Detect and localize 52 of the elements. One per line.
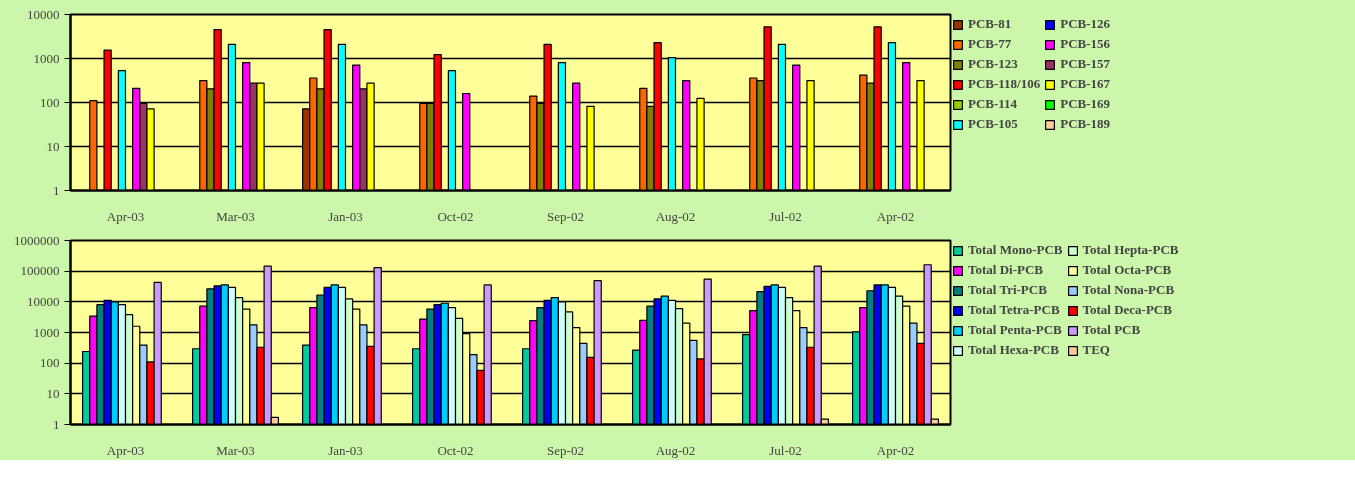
legend-label: PCB-156 bbox=[1060, 36, 1111, 52]
legend-label: PCB-81 bbox=[968, 16, 1012, 32]
x-tick-label: Oct-02 bbox=[437, 208, 474, 224]
y-tick-label: 1 bbox=[53, 182, 60, 198]
y-tick-label: 1000000 bbox=[14, 232, 60, 248]
legend-label: PCB-123 bbox=[968, 56, 1018, 72]
legend-label: PCB-167 bbox=[1060, 76, 1111, 92]
x-tick-label: Sep-02 bbox=[547, 442, 584, 458]
legend-label: PCB-126 bbox=[1060, 16, 1111, 32]
legend-label: Total PCB bbox=[1082, 322, 1141, 338]
legend-label: Total Hepta-PCB bbox=[1082, 242, 1179, 258]
legend-label: Total Hexa-PCB bbox=[968, 342, 1059, 358]
x-tick-label: Jan-03 bbox=[328, 442, 363, 458]
legend-label: PCB-77 bbox=[968, 36, 1012, 52]
x-tick-label: Aug-02 bbox=[655, 442, 696, 458]
x-tick-label: Apr-02 bbox=[876, 208, 915, 224]
x-tick-label: Apr-03 bbox=[106, 442, 145, 458]
legend-label: PCB-157 bbox=[1060, 56, 1111, 72]
y-tick-label: 10 bbox=[46, 385, 60, 401]
legend-label: Total Di-PCB bbox=[968, 262, 1043, 278]
legend-label: Total Mono-PCB bbox=[968, 242, 1063, 258]
x-tick-label: Jan-03 bbox=[328, 208, 363, 224]
legend-label: Total Octa-PCB bbox=[1082, 262, 1172, 278]
legend-label: Total Nona-PCB bbox=[1082, 282, 1175, 298]
legend-label: Total Penta-PCB bbox=[968, 322, 1062, 338]
y-tick-label: 1 bbox=[53, 416, 60, 432]
legend-label: Total Tri-PCB bbox=[968, 282, 1047, 298]
x-tick-label: Sep-02 bbox=[547, 208, 584, 224]
legend-label: PCB-114 bbox=[968, 96, 1018, 112]
legend-label: PCB-169 bbox=[1060, 96, 1111, 112]
y-tick-label: 100000 bbox=[20, 263, 60, 279]
y-tick-label: 10000 bbox=[27, 293, 60, 309]
y-tick-label: 1000 bbox=[33, 324, 60, 340]
x-tick-label: Apr-03 bbox=[106, 208, 145, 224]
y-tick-label: 10 bbox=[46, 138, 60, 154]
x-tick-label: Jul-02 bbox=[769, 208, 802, 224]
x-tick-label: Mar-03 bbox=[216, 208, 255, 224]
y-tick-label: 10000 bbox=[27, 6, 60, 22]
y-tick-label: 100 bbox=[40, 355, 60, 371]
x-tick-label: Oct-02 bbox=[437, 442, 474, 458]
y-tick-label: 100 bbox=[40, 94, 60, 110]
x-tick-label: Jul-02 bbox=[769, 442, 802, 458]
legend-label: TEQ bbox=[1082, 342, 1110, 358]
x-tick-label: Aug-02 bbox=[655, 208, 696, 224]
legend-label: PCB-118/106 bbox=[968, 76, 1041, 92]
y-tick-label: 1000 bbox=[33, 50, 60, 66]
legend-label: Total Tetra-PCB bbox=[968, 302, 1060, 318]
x-tick-label: Mar-03 bbox=[216, 442, 255, 458]
legend-label: PCB-105 bbox=[968, 116, 1018, 132]
legend-label: Total Deca-PCB bbox=[1082, 302, 1172, 318]
x-tick-label: Apr-02 bbox=[876, 442, 915, 458]
legend-label: PCB-189 bbox=[1060, 116, 1111, 132]
